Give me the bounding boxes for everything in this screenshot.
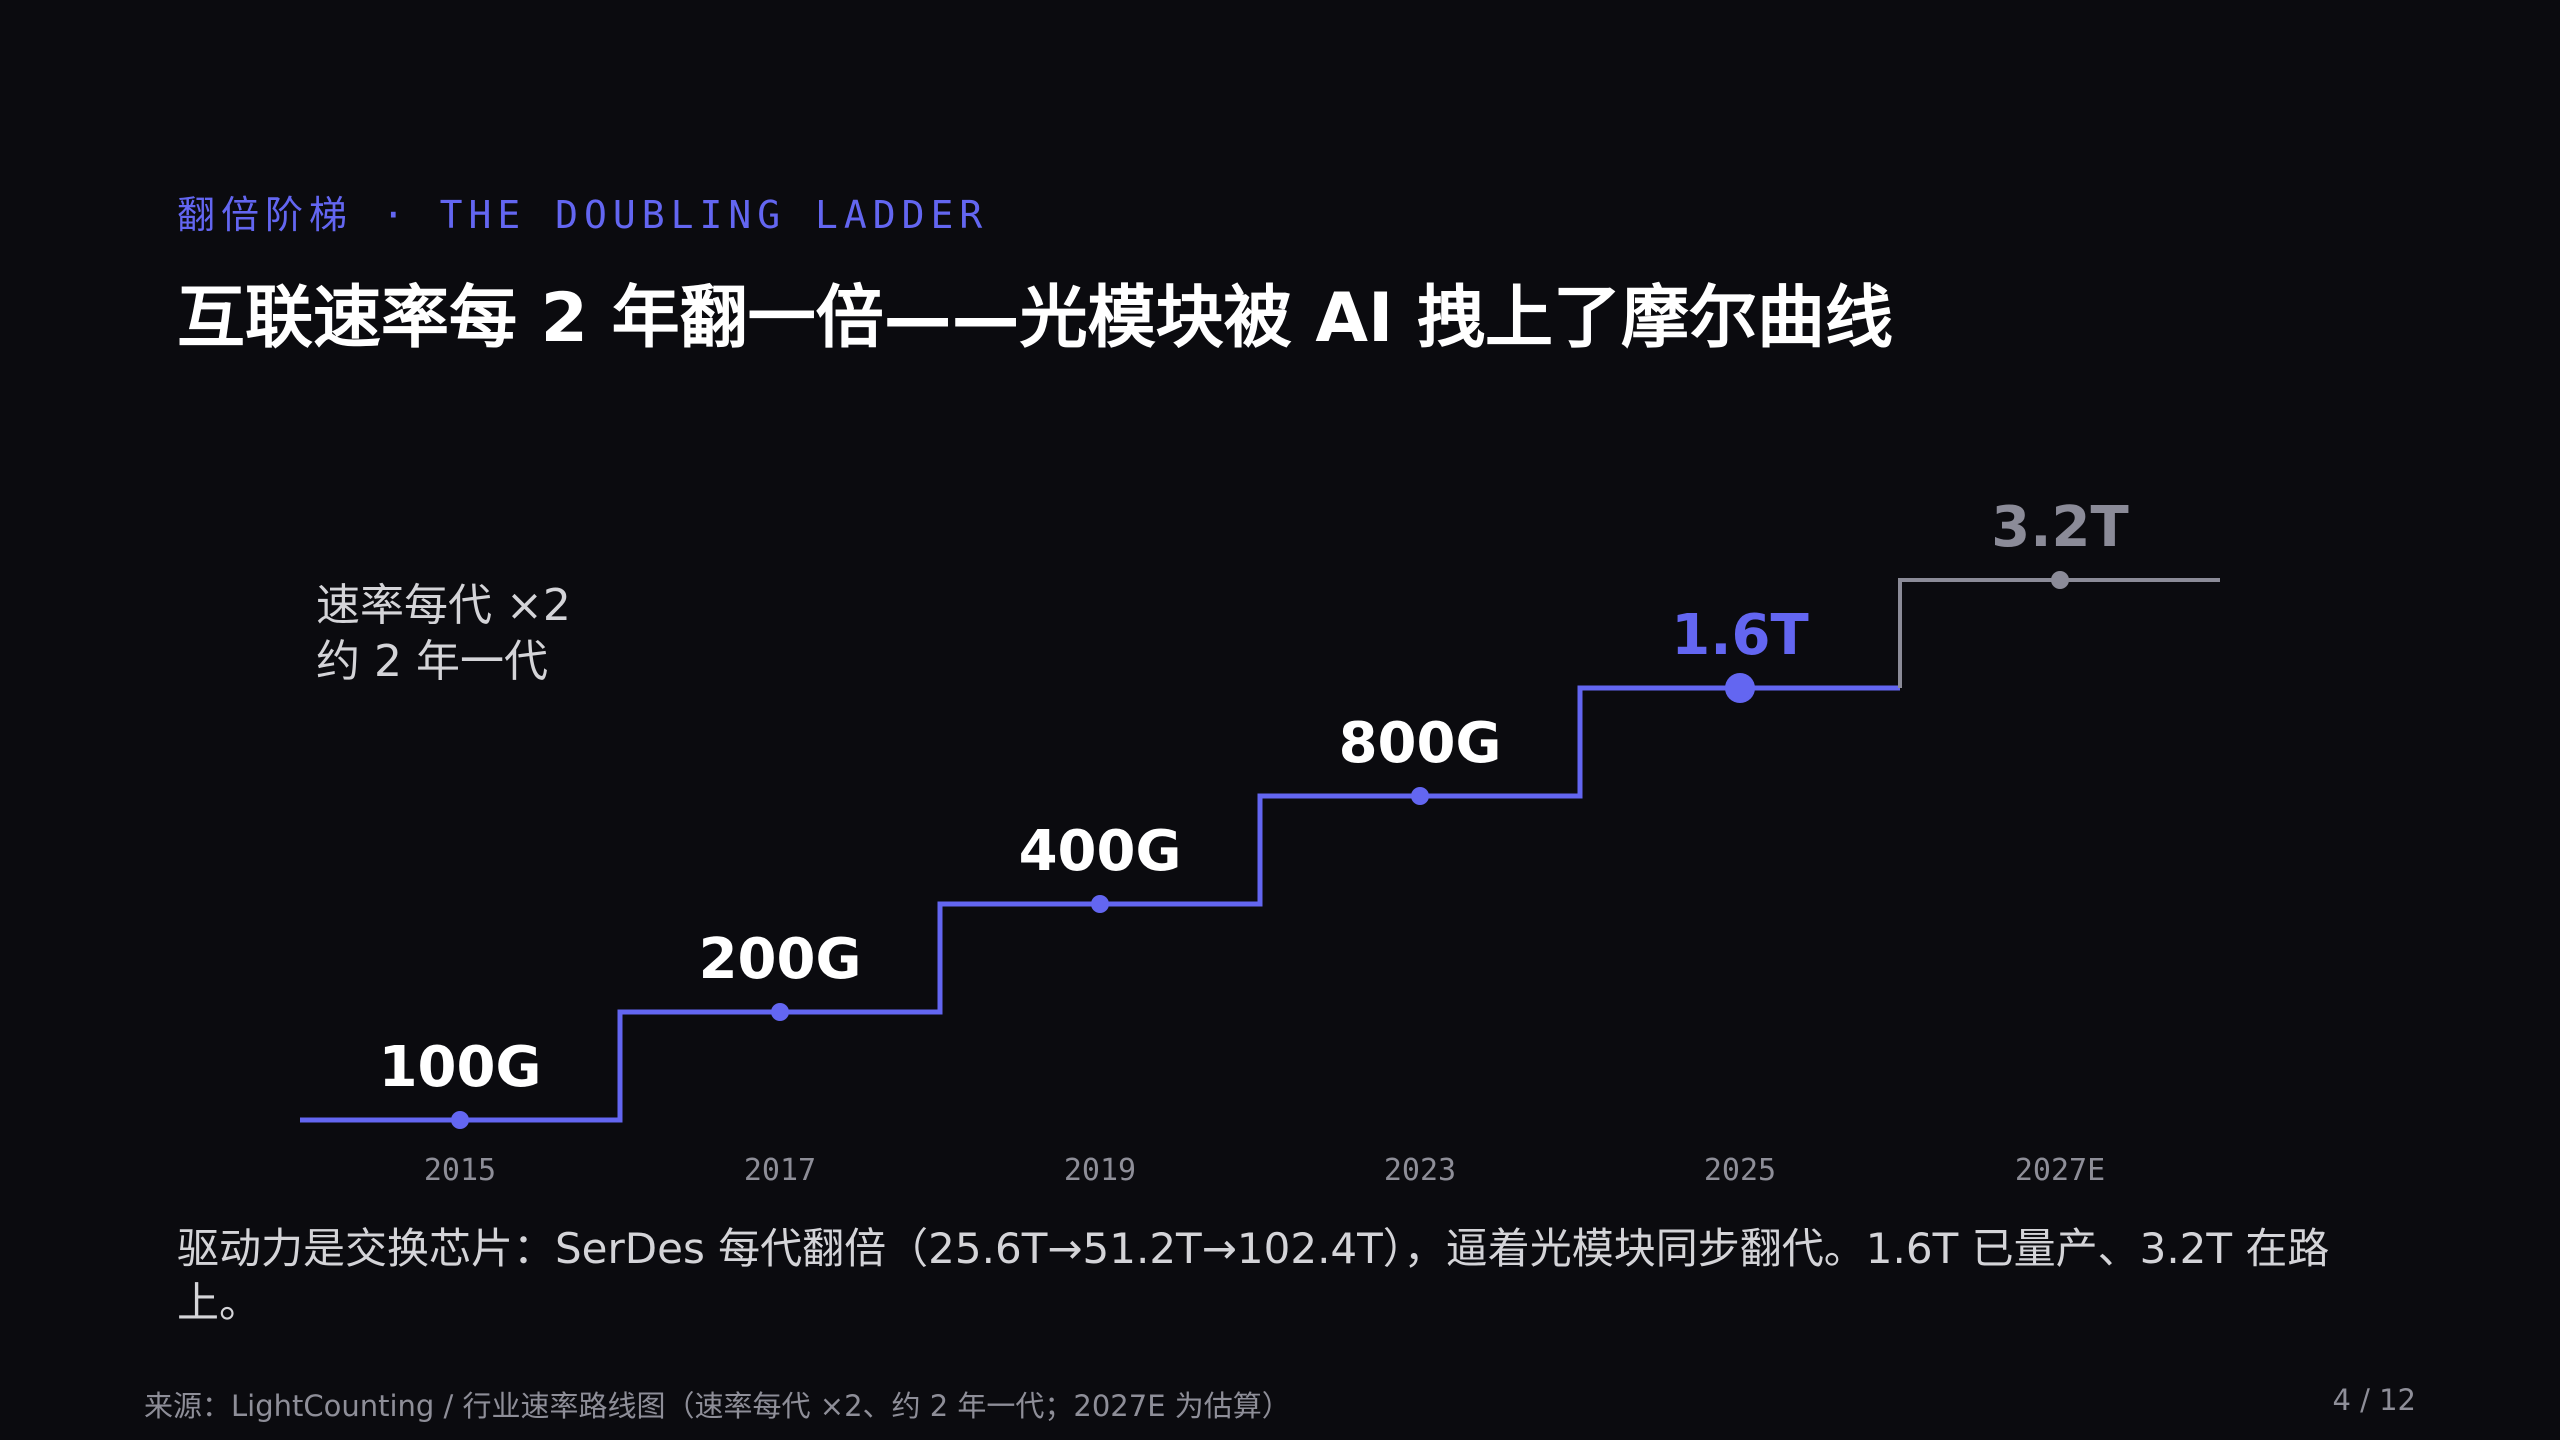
chart-annotation-line-1: 约 2 年一代 [316,636,548,687]
x-tick-label-2: 2019 [1064,1153,1136,1188]
data-label-1: 200G [699,927,862,992]
data-point-1 [771,1003,789,1021]
data-label-0: 100G [379,1035,542,1100]
chart-annotation-line-0: 速率每代 ×2 [316,580,571,631]
x-tick-label-3: 2023 [1384,1153,1456,1188]
slide-title: 互联速率每 2 年翻一倍——光模块被 AI 拽上了摩尔曲线 [177,279,1893,358]
x-tick-label-5: 2027E [2015,1153,2105,1188]
data-label-2: 400G [1019,819,1182,884]
data-point-4 [1725,673,1755,703]
data-label-4: 1.6T [1671,603,1808,668]
x-tick-label-1: 2017 [744,1153,816,1188]
data-point-5 [2051,571,2069,589]
section-kicker: 翻倍阶梯 · THE DOUBLING LADDER [177,193,989,237]
x-tick-label-4: 2025 [1704,1153,1776,1188]
series-line-projected [1898,578,2220,688]
data-point-0 [451,1111,469,1129]
caption-text: 驱动力是交换芯片：SerDes 每代翻倍（25.6T→51.2T→102.4T）… [177,1224,2330,1327]
source-note: 来源：LightCounting / 行业速率路线图（速率每代 ×2、约 2 年… [144,1389,1291,1423]
data-label-3: 800G [1339,711,1502,776]
data-point-3 [1411,787,1429,805]
data-point-2 [1091,895,1109,913]
page-number: 4 / 12 [2332,1383,2416,1417]
x-tick-label-0: 2015 [424,1153,496,1188]
data-label-5: 3.2T [1991,495,2128,560]
